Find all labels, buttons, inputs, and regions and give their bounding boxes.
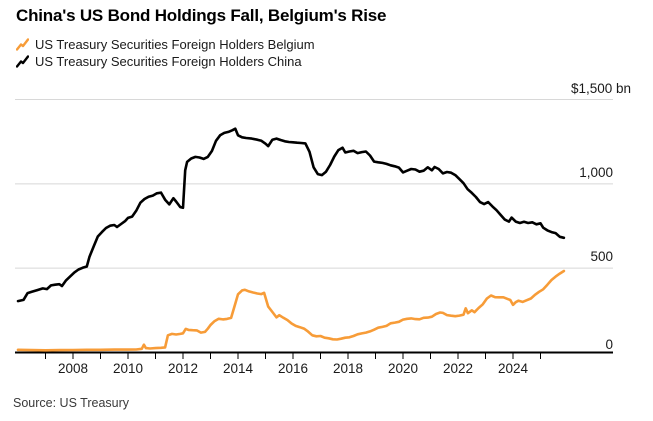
y-axis-label: 500: [590, 249, 613, 265]
source-note: Source: US Treasury: [13, 396, 130, 410]
y-axis-label: 1,000: [579, 164, 613, 180]
x-axis-label: 2016: [277, 361, 309, 376]
series-line-belgium: [16, 269, 566, 352]
legend-label-china: US Treasury Securities Foreign Holders C…: [35, 54, 302, 69]
belgium-line-marker-icon: [16, 38, 29, 51]
legend-label-belgium: US Treasury Securities Foreign Holders B…: [35, 37, 315, 52]
x-axis-label: 2014: [222, 361, 254, 376]
x-axis-label: 2010: [112, 361, 144, 376]
legend-item-china: US Treasury Securities Foreign Holders C…: [16, 53, 315, 70]
x-axis-label: 2024: [497, 361, 529, 376]
y-axis-label: $1,500 bn: [570, 80, 631, 96]
china-line-marker-icon: [16, 55, 29, 68]
chart-title: China's US Bond Holdings Fall, Belgium's…: [16, 6, 387, 25]
x-axis-label: 2018: [332, 361, 364, 376]
x-axis-label: 2012: [167, 361, 199, 376]
series-line-china: [16, 127, 566, 303]
y-axis-label: 0: [605, 337, 613, 352]
x-axis-label: 2008: [57, 361, 89, 376]
legend: US Treasury Securities Foreign Holders B…: [16, 36, 315, 70]
legend-item-belgium: US Treasury Securities Foreign Holders B…: [16, 36, 315, 53]
x-axis-label: 2020: [387, 361, 419, 376]
x-axis-label: 2022: [442, 361, 474, 376]
